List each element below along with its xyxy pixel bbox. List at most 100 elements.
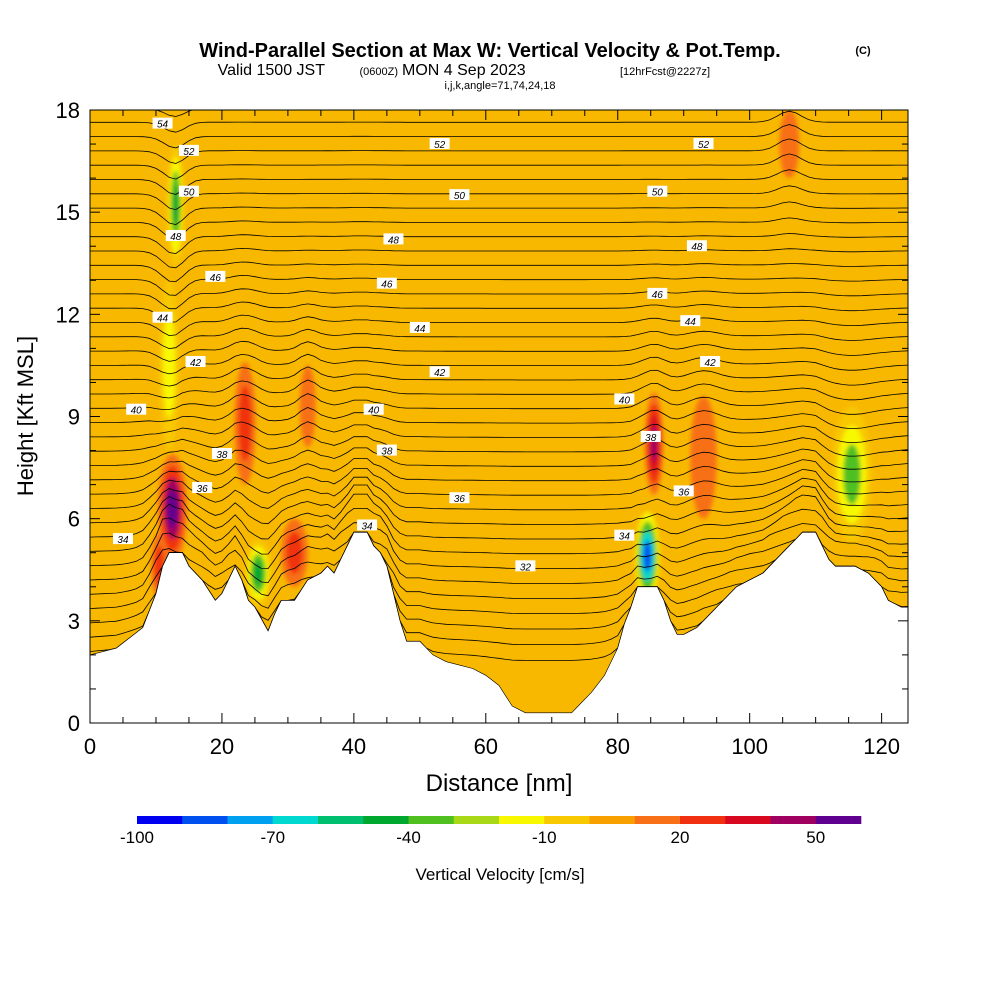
theta-label-text: 46 (210, 273, 222, 284)
theta-contour-line (90, 138, 908, 164)
theta-contour-line (90, 468, 908, 496)
theta-contour-line (90, 353, 908, 375)
theta-label-box (185, 356, 206, 368)
colorbar-swatch (408, 816, 455, 824)
velocity-cell-1-1 (163, 313, 176, 418)
theta-contour-line (90, 379, 908, 401)
colorbar-swatch (589, 816, 636, 824)
theta-label-32: 32 (515, 560, 536, 573)
theta-label-48: 48 (165, 230, 186, 243)
colorbar-swatch (815, 816, 862, 824)
theta-label-box (515, 560, 536, 572)
theta-contour-line (90, 531, 908, 584)
theta-label-46: 46 (376, 277, 397, 291)
chart-title: Wind-Parallel Section at Max W: Vertical… (199, 40, 780, 62)
x-axis-label: Distance [nm] (426, 770, 573, 797)
theta-contour-line (90, 531, 908, 599)
y-tick-label: 0 (68, 711, 80, 736)
theta-contour-line (90, 517, 908, 570)
theta-contour-line (90, 393, 908, 415)
theta-label-box (165, 230, 186, 242)
theta-label-text: 52 (183, 147, 195, 158)
y-tick-label: 18 (56, 98, 80, 123)
theta-label-48: 48 (686, 240, 707, 253)
theta-label-box (686, 240, 707, 252)
terrain-profile (90, 532, 908, 723)
theta-label-box (693, 138, 714, 150)
x-tick-label: 120 (863, 734, 900, 759)
theta-label-text: 50 (454, 191, 466, 202)
theta-label-text: 42 (705, 358, 717, 369)
theta-contour-line (90, 327, 908, 350)
theta-contour-line (90, 110, 908, 133)
theta-label-box (429, 138, 450, 150)
colorbar: -100 -70 -40 -10 20 50 (120, 816, 862, 847)
theta-label-box (178, 144, 199, 156)
colorbar-swatch (182, 816, 228, 824)
theta-label-box (429, 366, 450, 378)
theta-label-box (449, 492, 470, 504)
velocity-cell-4-1 (238, 385, 252, 462)
theta-label-box (192, 482, 213, 494)
theta-label-text: 48 (388, 235, 400, 246)
theta-contour-line (90, 261, 908, 283)
theta-label-box (700, 356, 721, 368)
theta-label-text: 52 (434, 140, 446, 151)
theta-contour-line (90, 340, 908, 362)
theta-contour-line (90, 288, 908, 310)
x-tick-label: 0 (84, 734, 96, 759)
theta-label-44: 44 (680, 315, 701, 328)
theta-label-text: 38 (645, 433, 657, 444)
theta-label-36: 36 (192, 482, 213, 495)
colorbar-tick-label: -10 (532, 828, 557, 847)
theta-contour-line (90, 217, 908, 240)
theta-label-40: 40 (363, 403, 384, 417)
velocity-cell-5-3 (253, 561, 263, 586)
theta-label-50: 50 (449, 189, 470, 202)
forecast-label: [12hrFcst@2227z] (620, 66, 710, 78)
colorbar-tick-label: 50 (806, 828, 825, 847)
theta-label-text: 38 (216, 450, 228, 461)
theta-label-text: 34 (117, 535, 129, 546)
theta-label-50: 50 (178, 185, 199, 199)
theta-contour-line (90, 185, 908, 211)
theta-label-text: 40 (368, 406, 380, 417)
plot-area: 32 34 34 34 36 36 36 38 38 38 40 40 40 42 42 42 44 44 44 46… (90, 110, 908, 723)
theta-label-52: 52 (693, 138, 714, 151)
theta-label-box (614, 529, 635, 541)
theta-label-box (647, 287, 668, 299)
theta-label-text: 34 (362, 521, 374, 532)
colorbar-swatch (770, 816, 817, 824)
velocity-cell-12-0 (779, 110, 800, 179)
colorbar-tick-label: -100 (120, 828, 154, 847)
velocity-cell-7-0 (299, 365, 316, 448)
colorbar-swatch (227, 816, 274, 824)
theta-label-box (449, 189, 470, 201)
x-tick-label: 40 (342, 734, 366, 759)
theta-label-box (640, 430, 661, 442)
theta-label-34: 34 (112, 533, 133, 546)
velocity-cell-6-1 (286, 531, 303, 574)
theta-label-46: 46 (647, 287, 668, 301)
valid-date-label: MON 4 Sep 2023 (402, 62, 526, 79)
theta-label-box (647, 185, 668, 197)
theta-contour-line (90, 458, 908, 483)
theta-label-52: 52 (178, 144, 199, 158)
theta-label-text: 42 (434, 368, 446, 379)
theta-label-text: 42 (190, 358, 202, 369)
x-tick-label: 100 (731, 734, 768, 759)
theta-label-36: 36 (673, 485, 694, 498)
theta-label-text: 44 (685, 317, 697, 328)
theta-contour-line (90, 169, 908, 195)
theta-contour-line (90, 247, 908, 269)
theta-label-46: 46 (205, 270, 226, 284)
theta-label-box (363, 403, 384, 415)
theta-label-box (383, 233, 404, 245)
theta-label-text: 54 (157, 120, 169, 131)
theta-label-text: 52 (698, 140, 710, 151)
theta-contour-line (90, 233, 908, 255)
theta-contour-line (90, 484, 908, 525)
theta-label-box (178, 185, 199, 197)
theta-label-40: 40 (126, 403, 147, 417)
theta-contour-line (90, 407, 908, 429)
